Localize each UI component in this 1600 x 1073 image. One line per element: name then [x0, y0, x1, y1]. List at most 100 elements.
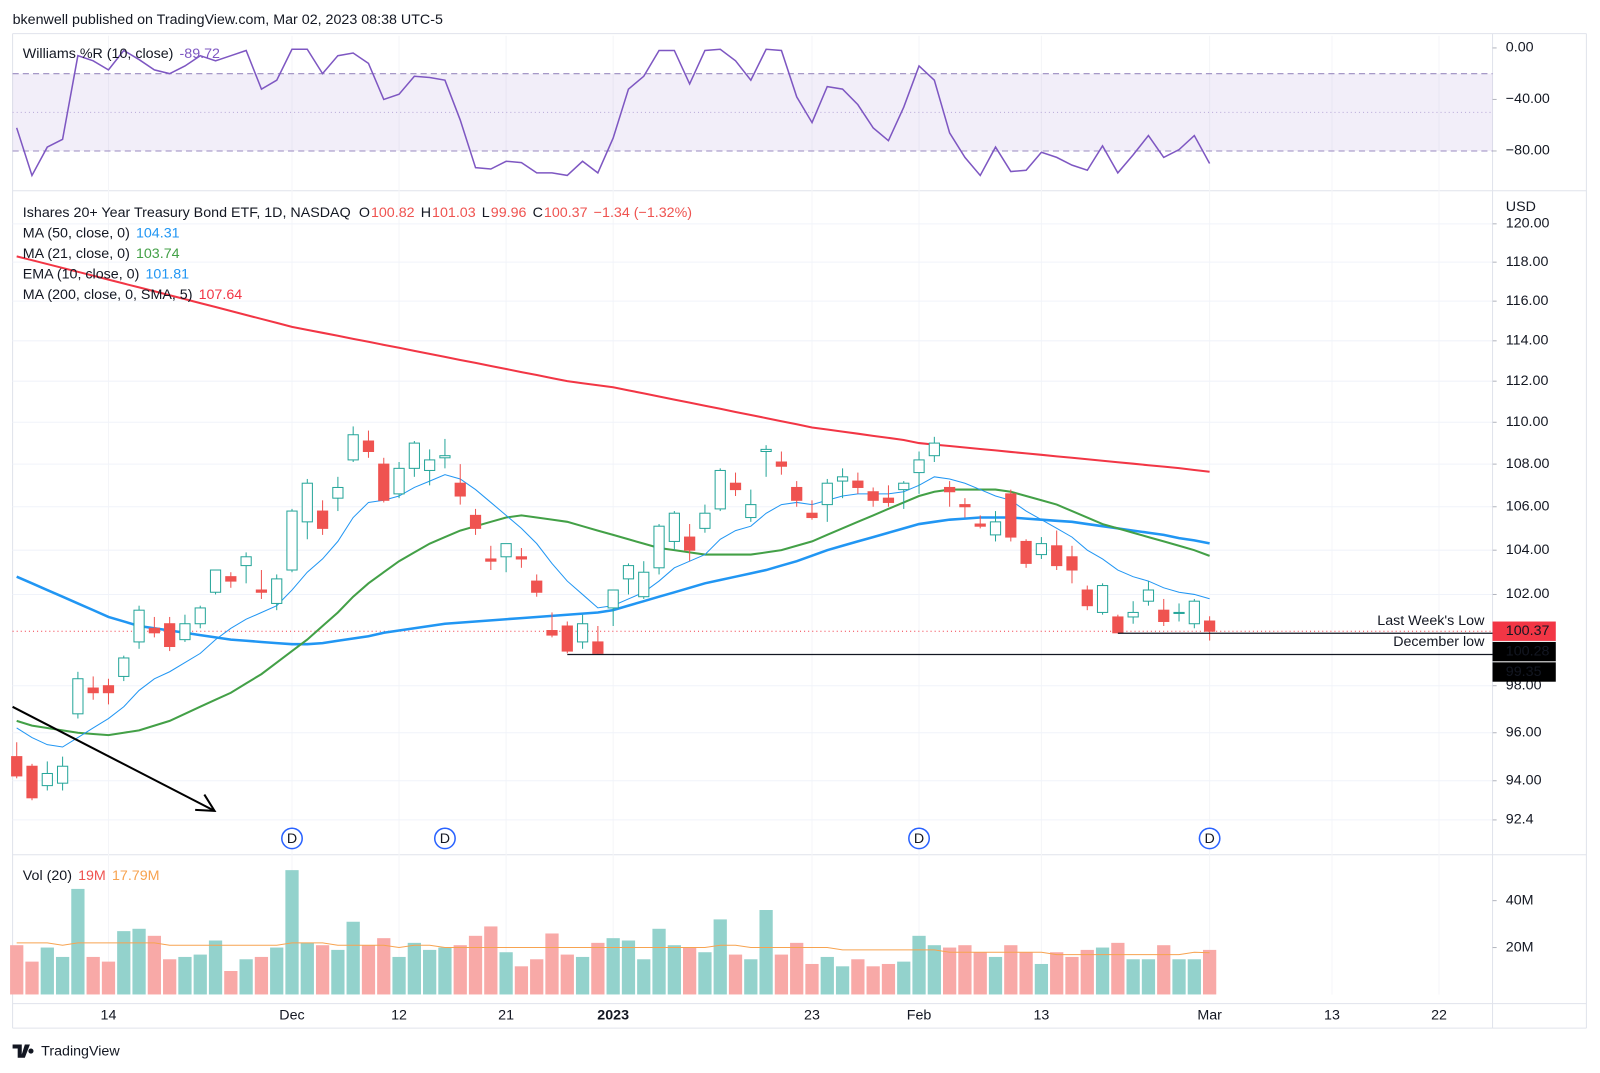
y-tick-label: 102.00: [1506, 586, 1550, 602]
candle: [1112, 614, 1124, 634]
candle: [821, 478, 833, 522]
dividend-label: D: [440, 831, 450, 847]
candle: [1096, 583, 1109, 615]
candle: [959, 498, 971, 518]
candle: [638, 561, 650, 599]
volume-bar: [254, 956, 269, 995]
band-fill: [12, 73, 1493, 151]
volume-bar: [652, 928, 666, 995]
candle-body: [301, 482, 313, 523]
legend-value: 101.81: [145, 266, 189, 282]
candle-body: [928, 442, 940, 457]
candle: [148, 616, 160, 638]
volume-bar: [423, 949, 437, 995]
candle-body: [867, 491, 879, 501]
volume-bar: [683, 947, 697, 995]
candle-body: [87, 687, 99, 694]
candle: [1204, 616, 1216, 641]
arrow-line: [12, 705, 216, 812]
volume-bar: [270, 947, 284, 995]
price-label-box: [1492, 662, 1556, 682]
y-tick-label: 94.00: [1506, 773, 1542, 789]
volume-bar: [101, 961, 116, 995]
candle-body: [1081, 589, 1093, 607]
volume-bar: [744, 959, 758, 995]
volume-bar: [453, 945, 467, 995]
candle-body: [852, 480, 864, 488]
volume-bar: [331, 949, 345, 995]
candle-body: [500, 543, 512, 558]
candle-body: [148, 627, 160, 634]
candle-body: [240, 556, 252, 567]
trend-arrow: [12, 705, 217, 812]
arrow-head: [195, 794, 217, 812]
candle: [485, 545, 497, 571]
candle: [1158, 598, 1170, 626]
volume-bar: [851, 959, 865, 995]
candle-body: [1005, 493, 1017, 538]
volume-bar: [86, 956, 100, 995]
candle: [745, 489, 757, 522]
legend-title: Vol (20): [23, 868, 72, 884]
candle: [87, 676, 99, 700]
candle: [684, 524, 696, 562]
x-tick-label: 14: [101, 1008, 117, 1024]
y-tick-label: 118.00: [1506, 254, 1549, 270]
candle: [546, 612, 558, 638]
volume-bar: [224, 971, 238, 995]
candle-body: [225, 576, 237, 582]
volume-bar: [591, 942, 605, 995]
candle-body: [102, 685, 115, 694]
candle: [668, 511, 680, 551]
candle: [271, 574, 283, 611]
price-label: 100.28: [1506, 643, 1550, 659]
volume-bar: [897, 961, 911, 995]
volume-bar: [71, 888, 85, 995]
ohlc-letter: C: [533, 205, 543, 221]
candle-body: [408, 442, 420, 469]
candle: [56, 756, 69, 791]
candle: [791, 481, 803, 507]
y-tick-label: 104.00: [1506, 542, 1550, 558]
volume-bar: [790, 942, 804, 995]
candle: [1127, 601, 1139, 624]
candle-body: [622, 565, 635, 580]
volume-bar: [943, 947, 957, 995]
volume-bar: [927, 945, 941, 995]
plot-area: 40M 20M 14 Dec 12 21 2023 23 Feb 13 Mar 13 22 Vol (20…: [10, 35, 1556, 1024]
candle: [286, 508, 298, 573]
williams-line: [15, 48, 1211, 178]
legend-value: 103.74: [136, 246, 180, 262]
candle-body: [1188, 600, 1200, 625]
x-tick-label: 2023: [597, 1008, 629, 1024]
volume-bar: [178, 956, 192, 995]
candle-body: [56, 765, 69, 784]
legend: Vol (20) 19M 17.79M: [23, 868, 160, 884]
y-tick-label: 20M: [1506, 939, 1534, 955]
y-tick-label: −80.00: [1506, 143, 1550, 159]
volume-ma: [16, 942, 1210, 956]
candle-body: [424, 459, 436, 471]
candle: [72, 671, 84, 719]
dividend-marker: [908, 827, 931, 850]
y-tick-label: 0.00: [1506, 40, 1534, 56]
candle-body: [653, 525, 665, 569]
pane-frame: [12, 33, 1587, 1029]
candle-body: [959, 504, 971, 508]
candle-body: [1096, 585, 1109, 613]
candle: [102, 678, 115, 705]
candle-body: [1127, 611, 1139, 618]
volume-bar: [55, 956, 70, 995]
candle: [1035, 537, 1048, 559]
legend-title: MA (50, close, 0): [23, 225, 130, 241]
volume-bar: [1187, 959, 1201, 995]
candle-body: [26, 765, 38, 799]
candle-body: [1142, 589, 1155, 602]
candle: [26, 763, 38, 801]
candle-body: [638, 571, 650, 598]
candle: [806, 500, 818, 520]
candle: [439, 438, 451, 469]
volume-bar: [912, 935, 926, 995]
candle-body: [898, 482, 910, 491]
candle-body: [531, 580, 543, 593]
